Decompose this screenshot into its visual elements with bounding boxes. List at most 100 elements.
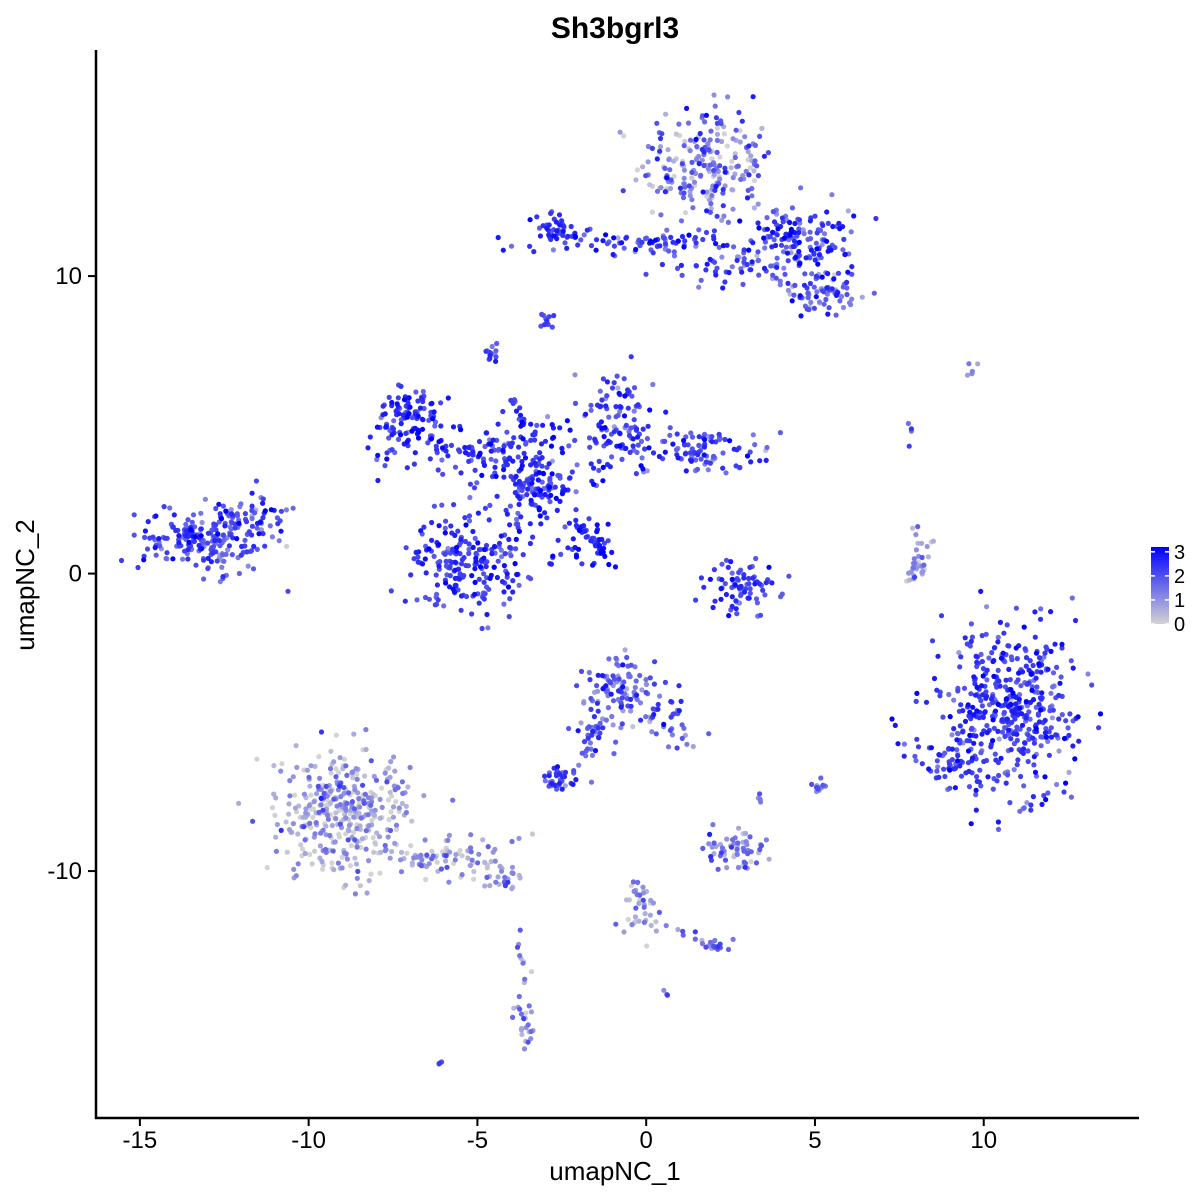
cell-point [205, 540, 211, 546]
cell-point [452, 575, 458, 582]
cell-point [551, 434, 557, 440]
cell-point [753, 860, 760, 866]
cell-point [249, 507, 255, 514]
cell-point [622, 393, 628, 399]
cell-point [570, 536, 576, 542]
cell-point [528, 1028, 534, 1035]
cell-point [279, 761, 285, 767]
cell-point [639, 239, 645, 245]
cell-point [681, 143, 687, 149]
cell-point [1026, 680, 1032, 686]
cell-point [428, 436, 435, 442]
cell-point [564, 418, 571, 424]
cell-point [353, 861, 360, 867]
cell-point [968, 621, 975, 627]
cell-point [530, 432, 536, 438]
cell-point [461, 573, 467, 579]
x-tick-label: -10 [291, 1127, 326, 1154]
cell-point [657, 144, 664, 150]
cell-point [694, 143, 700, 150]
cell-point [725, 94, 731, 100]
cell-point [509, 838, 515, 845]
cell-point [777, 278, 783, 284]
cell-point [318, 802, 324, 808]
cell-point [992, 751, 998, 757]
cell-point [407, 764, 413, 771]
cell-point [516, 835, 522, 842]
cell-point [493, 354, 499, 360]
cell-point [708, 128, 714, 134]
cell-point [434, 582, 440, 588]
cell-point [901, 753, 907, 759]
cell-point [957, 763, 963, 769]
cell-point [700, 236, 706, 243]
cell-point [232, 525, 238, 531]
cell-point [519, 1031, 525, 1038]
cell-point [747, 586, 753, 592]
cell-point [557, 222, 563, 228]
cell-point [951, 697, 957, 703]
cell-point [762, 245, 768, 251]
cell-point [630, 436, 636, 442]
cell-point [844, 279, 850, 285]
cell-point [520, 552, 526, 558]
cell-point [509, 1014, 516, 1021]
cell-point [554, 764, 561, 770]
cell-point [219, 564, 225, 570]
cell-point [145, 519, 151, 525]
cell-point [643, 681, 650, 688]
cell-point [1007, 677, 1013, 683]
cell-point [1033, 773, 1040, 779]
cell-point [202, 496, 208, 502]
cell-point [366, 878, 372, 884]
cell-point [691, 179, 698, 185]
cell-point [467, 862, 474, 869]
cell-point [586, 435, 593, 441]
cell-point [679, 272, 685, 278]
cell-point [351, 806, 358, 812]
cell-point [739, 118, 745, 124]
cell-point [671, 173, 677, 179]
cell-point [690, 205, 696, 211]
cell-point [518, 514, 524, 520]
cell-point [1066, 769, 1072, 776]
cell-point [609, 385, 616, 391]
cell-point [680, 932, 686, 938]
cell-point [710, 822, 716, 828]
cell-point [226, 543, 232, 549]
cell-point [375, 452, 381, 458]
cell-point [657, 148, 663, 154]
cell-point [528, 421, 534, 427]
cell-point [1038, 669, 1044, 675]
cell-point [569, 469, 575, 475]
cell-point [757, 612, 764, 618]
cell-point [760, 587, 766, 593]
cell-point [591, 714, 598, 720]
cell-point [724, 836, 730, 842]
cell-point [656, 909, 663, 916]
cell-point [750, 94, 756, 100]
cell-point [1023, 699, 1029, 705]
cell-point [701, 149, 707, 155]
cell-point [493, 879, 499, 885]
cell-point [637, 672, 643, 679]
cell-point [1006, 666, 1012, 673]
cell-point [387, 827, 394, 834]
cell-point [807, 229, 813, 235]
cell-point [614, 373, 620, 379]
cell-point [1075, 714, 1081, 720]
cell-point [284, 849, 290, 855]
cell-point [973, 807, 979, 813]
cell-point [389, 447, 395, 453]
cell-point [415, 559, 421, 565]
cell-point [570, 781, 576, 788]
cell-point [548, 561, 555, 567]
cell-point [398, 383, 404, 389]
cell-point [386, 765, 392, 771]
cell-point [523, 1010, 529, 1016]
cell-point [1033, 650, 1040, 656]
cell-point [336, 831, 342, 838]
cell-point [341, 756, 347, 762]
cell-point [736, 109, 742, 116]
cell-point [398, 869, 405, 875]
